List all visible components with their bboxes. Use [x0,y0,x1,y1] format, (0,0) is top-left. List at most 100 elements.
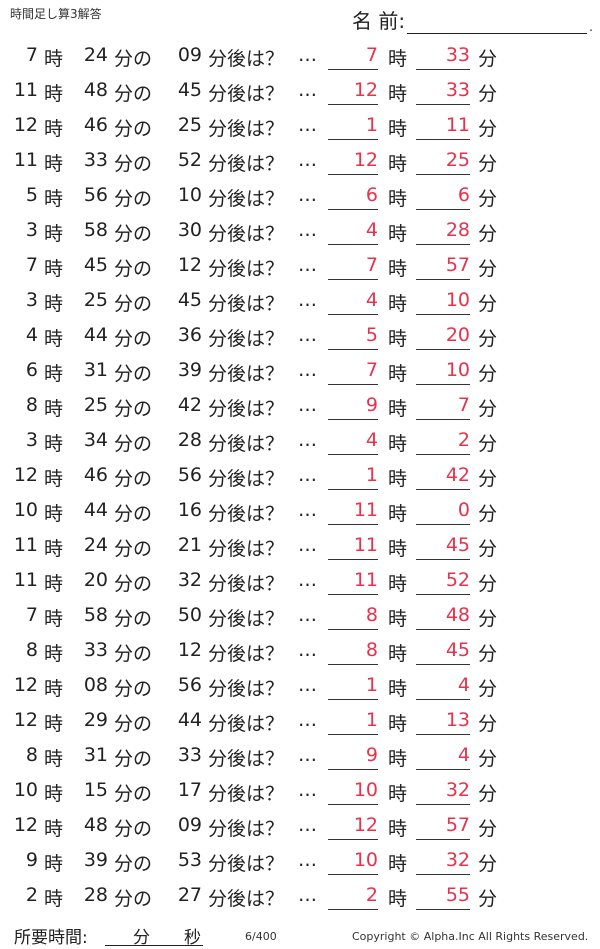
answer-hour: 4 [328,429,378,455]
answer-hour-unit: 時 [388,888,408,910]
problem-list: 7 時 24 分の 09 分後は？… 7 時 33 分 11 時 48 分の 45 分後は？… 12 時 33 分 12… [0,40,600,915]
minute-of-unit: 分の [114,853,153,875]
after-label: 分後は？ [208,468,285,490]
minute-value: 44 [83,499,108,521]
hour-value: 12 [13,114,38,136]
problem-row: 8 時 31 分の 33 分後は？… 9 時 4 分 [0,740,600,775]
answer-minute: 55 [416,884,470,910]
problem-row: 6 時 31 分の 39 分後は？… 7 時 10 分 [0,355,600,390]
problem-row: 7 時 58 分の 50 分後は？… 8 時 48 分 [0,600,600,635]
added-minutes: 21 [177,534,202,556]
hour-unit: 時 [44,503,64,525]
problem-row: 11 時 24 分の 21 分後は？ … 11 時 45 分 [0,530,600,565]
after-label: 分後は？ [208,363,285,385]
answer-minute: 11 [416,114,470,140]
answer-minute-unit: 分 [478,48,498,70]
ellipsis: … [298,114,317,136]
hour-value: 3 [25,429,38,451]
answer-minute: 10 [416,289,470,315]
answer-minute: 52 [416,569,470,595]
minute-of-unit: 分の [114,433,153,455]
minute-value: 48 [83,79,108,101]
after-label: 分後は？ [208,853,285,875]
hour-value: 8 [25,744,38,766]
hour-unit: 時 [44,398,64,420]
minute-of-unit: 分の [114,363,153,385]
answer-minute: 7 [416,394,470,420]
answer-hour-unit: 時 [388,468,408,490]
minute-of-unit: 分の [114,748,153,770]
answer-hour-unit: 時 [388,573,408,595]
added-minutes: 09 [177,814,202,836]
minute-value: 46 [83,114,108,136]
ellipsis: … [298,569,317,591]
minute-of-unit: 分の [114,188,153,210]
answer-hour-unit: 時 [388,83,408,105]
added-minutes: 53 [177,849,202,871]
answer-minute: 33 [416,79,470,105]
problem-row: 5 時 56 分の 10 分後は？… 6 時 6 分 [0,180,600,215]
ellipsis: … [298,44,317,66]
answer-minute: 4 [416,674,470,700]
hour-value: 6 [25,359,38,381]
minute-of-unit: 分の [114,713,153,735]
hour-value: 3 [25,289,38,311]
minute-value: 46 [83,464,108,486]
answer-hour-unit: 時 [388,118,408,140]
hour-value: 12 [13,814,38,836]
minute-of-unit: 分の [114,223,153,245]
after-label: 分後は？ [208,188,285,210]
answer-minute-unit: 分 [478,118,498,140]
minute-value: 31 [83,744,108,766]
ellipsis: … [298,849,317,871]
minute-of-unit: 分の [114,293,153,315]
answer-minute-unit: 分 [478,223,498,245]
answer-hour: 5 [328,324,378,350]
ellipsis: … [298,639,317,661]
hour-unit: 時 [44,608,64,630]
ellipsis: … [298,779,317,801]
ellipsis: … [298,499,317,521]
minute-value: 44 [83,324,108,346]
minute-value: 34 [83,429,108,451]
hour-unit: 時 [44,293,64,315]
problem-row: 2 時 28 分の 27 分後は？… 2 時 55 分 [0,880,600,915]
minute-value: 58 [83,604,108,626]
hour-unit: 時 [44,818,64,840]
minute-of-unit: 分の [114,398,153,420]
problem-row: 3 時 34 分の 28 分後は？… 4 時 2 分 [0,425,600,460]
time-required-blank[interactable] [105,945,203,946]
ellipsis: … [298,359,317,381]
minute-of-unit: 分の [114,643,153,665]
answer-minute-unit: 分 [478,643,498,665]
answer-minute-unit: 分 [478,503,498,525]
answer-minute: 28 [416,219,470,245]
answer-hour-unit: 時 [388,153,408,175]
answer-hour: 1 [328,114,378,140]
answer-minute-unit: 分 [478,83,498,105]
minute-value: 56 [83,184,108,206]
hour-value: 11 [13,534,38,556]
problem-row: 12 時 08 分の 56 分後は？… 1 時 4 分 [0,670,600,705]
after-label: 分後は？ [208,83,285,105]
minute-value: 48 [83,814,108,836]
hour-unit: 時 [44,223,64,245]
minute-value: 24 [83,534,108,556]
answer-hour-unit: 時 [388,363,408,385]
after-label: 分後は？ [208,888,285,910]
hour-value: 11 [13,79,38,101]
answer-minute: 45 [416,534,470,560]
problem-row: 10 時 44 分の 16 分後は？… 11 時 0 分 [0,495,600,530]
name-blank-line[interactable] [407,13,588,34]
minute-of-unit: 分の [114,783,153,805]
problem-row: 3 時 25 分の 45 分後は？… 4 時 10 分 [0,285,600,320]
after-label: 分後は？ [208,678,285,700]
answer-minute-unit: 分 [478,888,498,910]
hour-value: 3 [25,219,38,241]
ellipsis: … [298,429,317,451]
ellipsis: … [298,709,317,731]
footer: 所要時間: 分 秒 6/400 Copyright © Alpha.Inc Al… [0,918,600,948]
minute-value: 15 [83,779,108,801]
answer-minute: 32 [416,779,470,805]
answer-hour: 11 [328,569,378,595]
